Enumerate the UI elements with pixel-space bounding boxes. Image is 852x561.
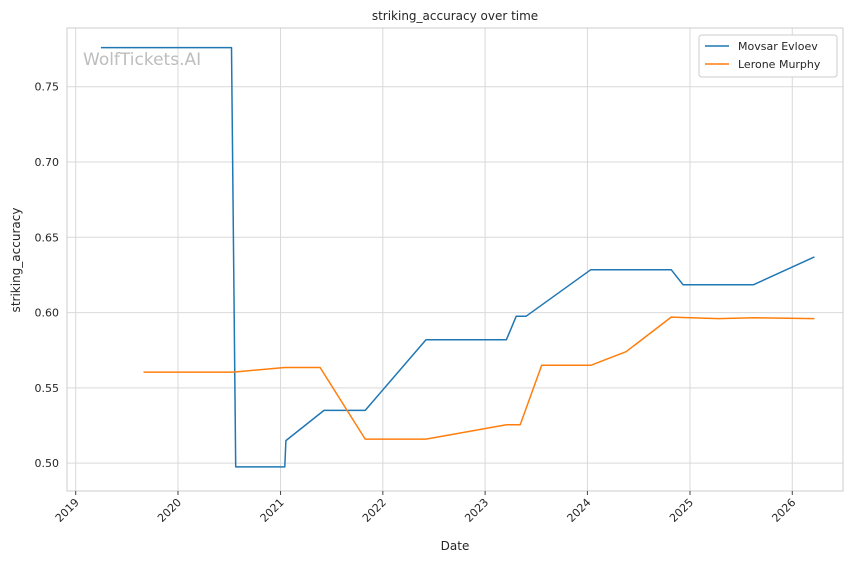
plot-area-frame	[66, 27, 844, 492]
y-axis-label: striking_accuracy	[9, 208, 23, 313]
legend-box	[698, 34, 838, 78]
y-tick-label: 0.55	[35, 382, 60, 395]
y-tick-label: 0.65	[35, 231, 60, 244]
legend-label-movsar-evloev: Movsar Evloev	[738, 40, 818, 53]
chart-title: striking_accuracy over time	[372, 9, 538, 23]
series-layer	[100, 46, 815, 468]
x-axis-label: Date	[441, 539, 470, 553]
legend: Movsar Evloev Lerone Murphy	[698, 34, 838, 78]
grid-layer	[67, 28, 843, 491]
y-tick-label: 0.70	[35, 156, 60, 169]
series-line-lerone-murphy	[143, 316, 815, 440]
series-line-movsar-evloev	[100, 46, 815, 468]
y-tick-label: 0.75	[35, 81, 60, 94]
watermark: WolfTickets.AI	[83, 50, 201, 70]
legend-label-lerone-murphy: Lerone Murphy	[738, 58, 821, 71]
y-tick-label: 0.50	[35, 457, 60, 470]
y-tick-label: 0.60	[35, 307, 60, 320]
